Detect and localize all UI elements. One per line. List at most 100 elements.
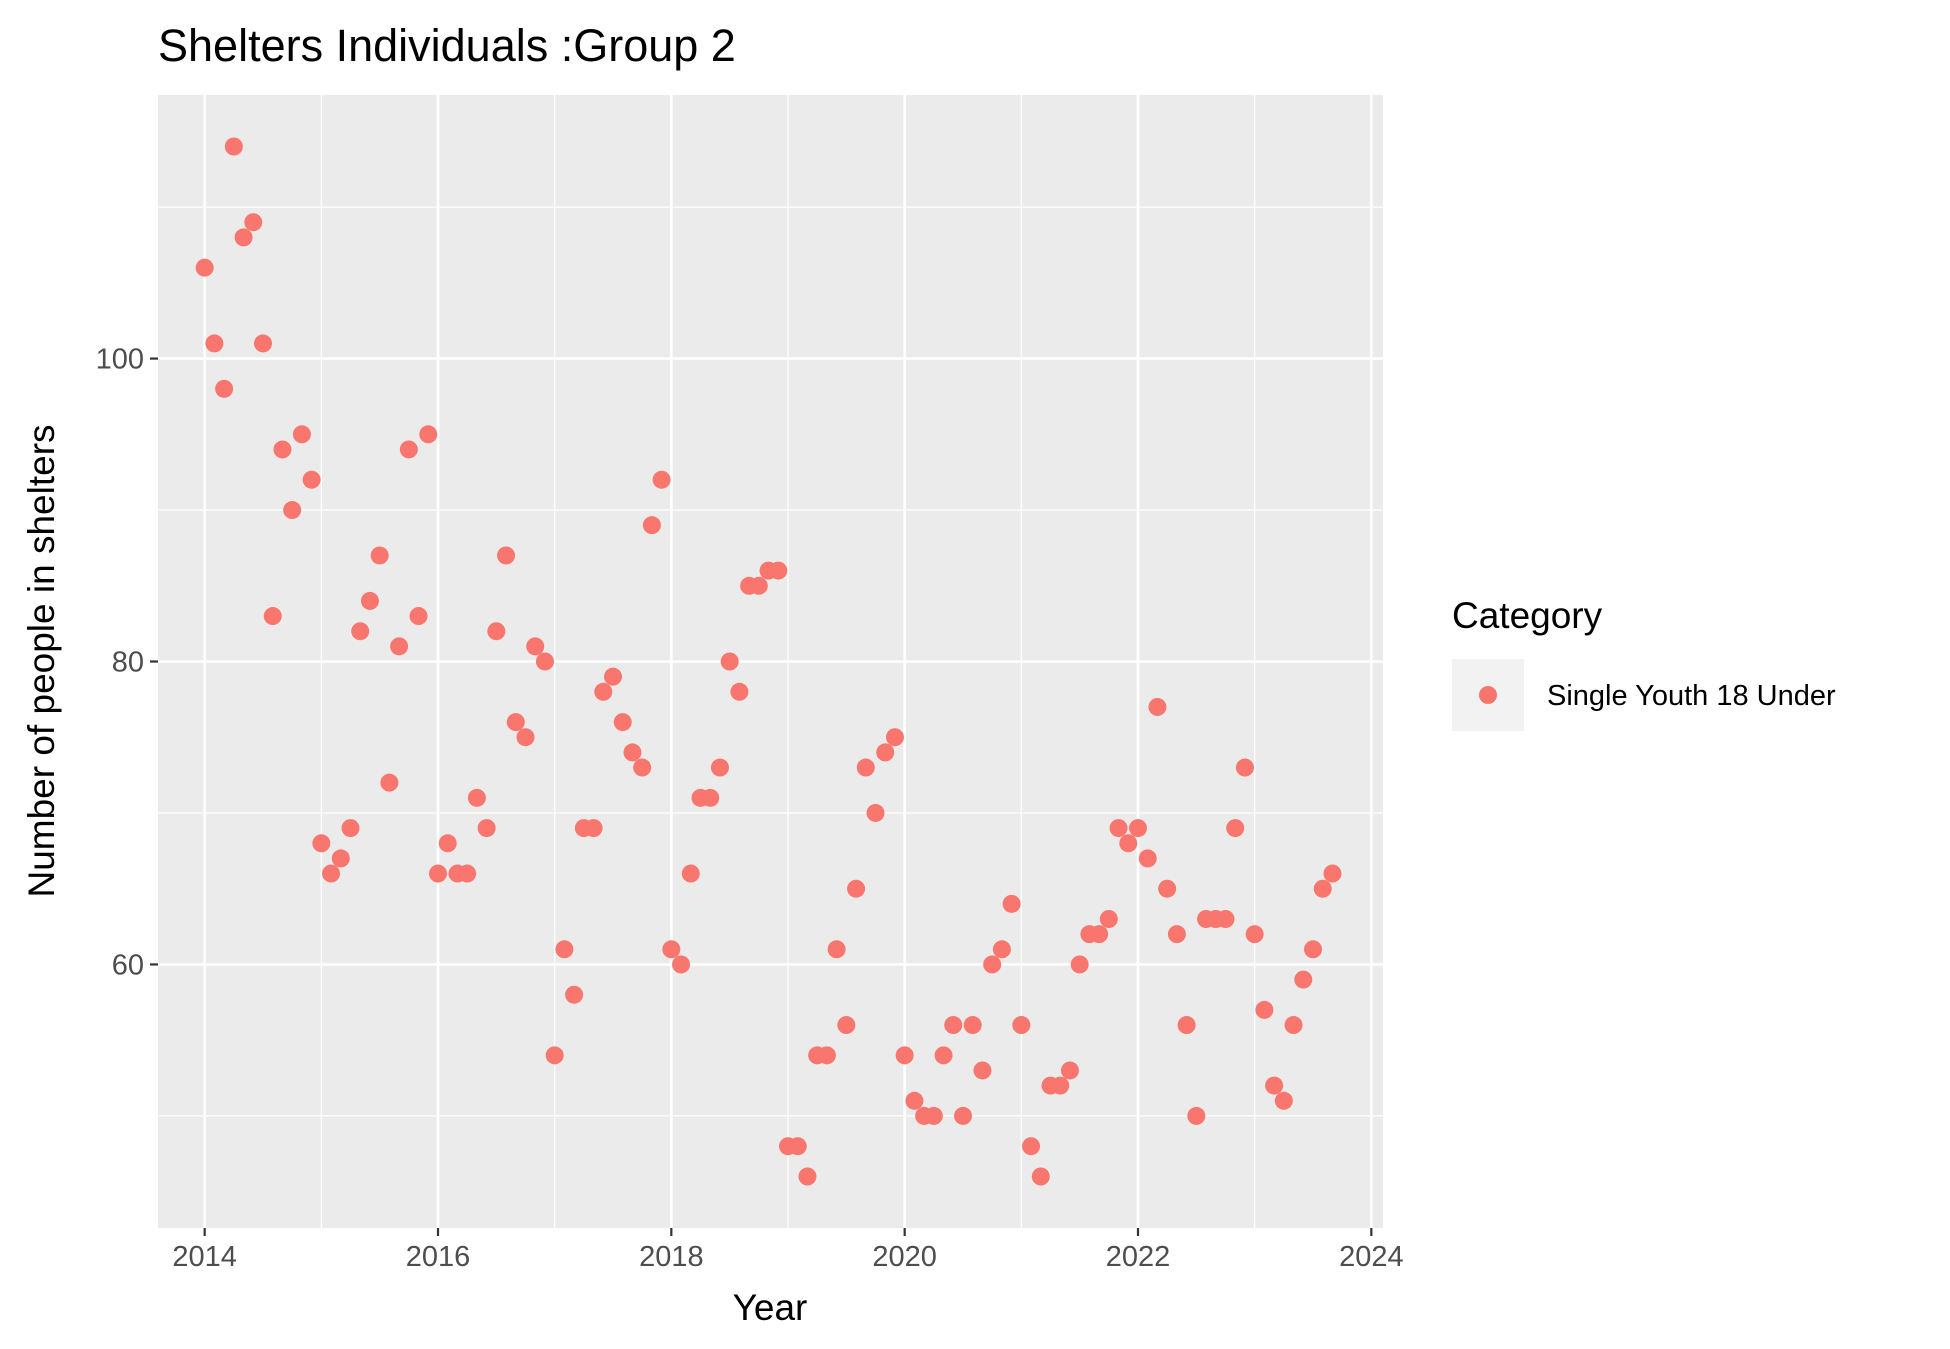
data-point [1265,1076,1284,1095]
data-point [487,622,506,641]
data-point [584,819,603,838]
data-point [856,758,875,777]
data-point [662,940,681,959]
y-axis-title: Number of people in shelters [21,424,62,897]
data-point [360,591,379,610]
x-axis-title: Year [733,1287,808,1328]
data-point [1226,819,1245,838]
data-point [866,803,885,822]
legend-label: Single Youth 18 Under [1547,680,1836,712]
data-point [1099,910,1118,928]
legend: Category Single Youth 18 Under [1452,595,1836,731]
data-point [215,379,234,398]
data-point [604,667,622,686]
x-tick-label: 2024 [1339,1241,1404,1273]
data-point [458,864,477,883]
x-tick-label: 2018 [639,1241,704,1273]
data-point [1274,1091,1293,1110]
data-point [623,743,642,762]
data-point [1109,819,1128,838]
data-point [1070,955,1089,974]
data-point [263,607,282,626]
data-point [1177,1016,1196,1035]
data-point [195,258,214,277]
y-tick-label: 60 [112,949,144,981]
data-point [535,652,554,671]
data-point [526,637,545,656]
data-point [885,728,904,747]
data-point [1235,758,1254,777]
data-point [273,440,292,459]
data-point [827,940,846,959]
data-point [749,576,768,595]
x-axis-ticks: 2014 2016 2018 2020 2022 2024 [172,1228,1404,1273]
data-point [399,440,418,459]
data-point [1031,1167,1050,1186]
data-point [1002,894,1021,913]
data-point [1323,864,1342,883]
data-point [1012,1016,1031,1035]
data-point [710,758,729,777]
data-point [224,137,243,156]
data-point [633,758,652,777]
x-tick-label: 2014 [172,1241,237,1273]
data-point [322,864,341,883]
data-point [594,682,613,701]
data-point [1245,925,1264,944]
y-tick-label: 80 [112,647,144,679]
x-tick-label: 2022 [1106,1241,1171,1273]
data-point [1119,834,1138,853]
data-point [283,501,302,520]
data-point [876,743,895,762]
data-point [370,546,389,565]
data-point [817,1046,836,1065]
data-point [1129,819,1147,838]
data-point [331,849,350,868]
data-point [390,637,409,656]
data-point [477,819,496,838]
data-point [944,1016,963,1035]
data-point [545,1046,564,1065]
x-tick-label: 2016 [406,1241,471,1273]
data-point [1148,697,1167,716]
data-point [302,470,321,489]
data-point [652,470,671,489]
data-point [438,834,457,853]
data-point [409,607,428,626]
data-point [254,334,272,353]
chart-title: Shelters Individuals :Group 2 [158,20,736,71]
data-point [1138,849,1157,868]
y-axis-ticks: 60 80 100 [96,344,158,981]
data-point [837,1016,856,1035]
major-gridlines [158,95,1383,1228]
data-point [1051,1076,1070,1095]
legend-key-point [1479,686,1497,704]
data-point [1158,879,1177,898]
data-point [847,879,866,898]
data-point [1090,925,1109,944]
data-point [613,713,632,732]
data-point [1255,1000,1274,1019]
data-point [701,788,720,807]
data-point [769,561,788,580]
data-point [292,425,311,444]
data-point [341,819,360,838]
data-point [351,622,370,641]
data-point [1060,1061,1079,1080]
data-point [565,985,584,1004]
data-point [720,652,739,671]
data-point [983,955,1002,974]
data-point [429,864,447,883]
data-point [1022,1137,1041,1156]
data-points [195,137,1342,1186]
data-point [497,546,516,565]
data-point [1313,879,1332,898]
data-point [924,1106,943,1125]
data-point [555,940,574,959]
data-point [1216,910,1235,928]
data-point [234,228,253,247]
y-tick-label: 100 [96,344,144,376]
data-point [312,834,331,853]
x-tick-label: 2020 [872,1241,937,1273]
